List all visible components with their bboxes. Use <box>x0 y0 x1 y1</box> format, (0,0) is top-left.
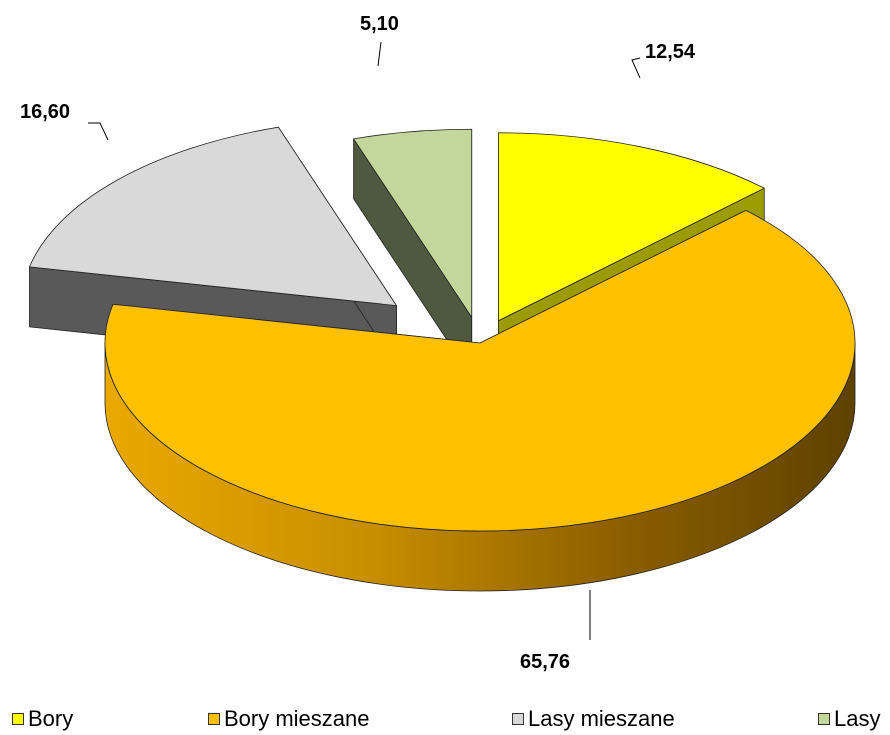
data-label-lasy-mieszane: 16,60 <box>20 101 70 123</box>
slice-bory-mieszane <box>104 209 856 532</box>
leader-line-lasy-mieszane <box>88 122 109 141</box>
legend-swatch-bory-mieszane <box>208 713 220 725</box>
legend-item-bory-mieszane: Bory mieszane <box>208 706 370 732</box>
legend-swatch-lasy <box>818 713 830 725</box>
slice-lasy <box>353 128 473 318</box>
slice-lasy-mieszane <box>29 126 397 307</box>
legend-item-lasy: Lasy <box>818 706 880 732</box>
legend-item-lasy-mieszane: Lasy mieszane <box>512 706 675 732</box>
legend-swatch-bory <box>12 713 24 725</box>
legend-label-lasy-mieszane: Lasy mieszane <box>528 706 675 731</box>
legend-label-lasy: Lasy <box>834 706 881 731</box>
legend-label-bory: Bory <box>28 706 74 731</box>
legend-swatch-lasy-mieszane <box>512 713 524 725</box>
slice-bory <box>498 132 765 322</box>
leader-line-bory <box>631 57 641 79</box>
data-label-bory: 12,54 <box>645 41 696 63</box>
legend-item-bory: Bory <box>12 706 73 732</box>
data-label-lasy: 5,10 <box>360 13 399 35</box>
data-label-bory-mieszane: 65,76 <box>520 651 570 673</box>
legend: Bory Bory mieszane Lasy mieszane Lasy <box>0 706 890 732</box>
leader-line-lasy <box>377 41 382 67</box>
legend-label-bory-mieszane: Bory mieszane <box>224 706 370 731</box>
